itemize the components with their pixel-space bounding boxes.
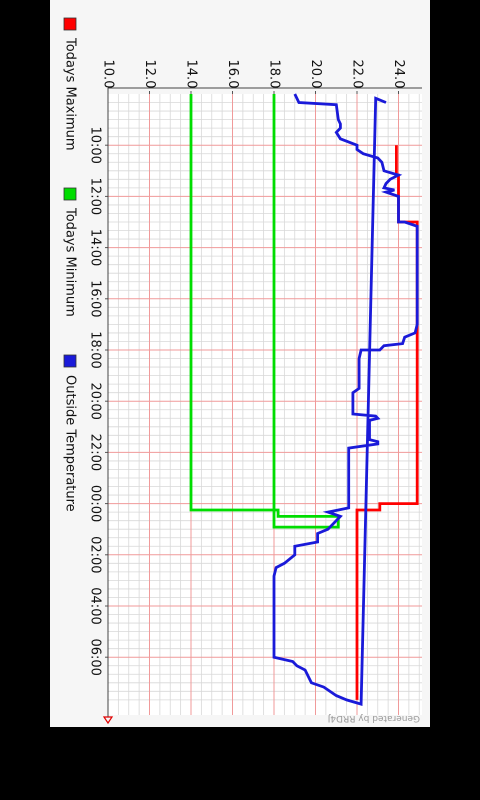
temperature-chart: 10.0 12.0 14.0 16.0 18.0 20.0 22.0 24.0 10:00 12:… <box>63 17 422 725</box>
x-tick-label: 20:00 <box>88 382 103 419</box>
legend-label: Outside Temperature <box>63 375 78 512</box>
series-line-1 <box>189 94 340 529</box>
x-tick-label: 18:00 <box>88 331 103 368</box>
x-tick-label: 16:00 <box>88 280 103 317</box>
y-tick-label: 10.0 <box>101 60 116 89</box>
series-line-2 <box>272 93 419 706</box>
x-tick-label: 22:00 <box>88 434 103 471</box>
legend-label: Todays Maximum <box>63 37 78 151</box>
x-tick-label: 10:00 <box>88 126 103 163</box>
x-tick-label: 00:00 <box>88 485 103 522</box>
y-tick-label: 12.0 <box>142 60 157 89</box>
x-tick-label: 06:00 <box>88 638 103 675</box>
y-tick-label: 20.0 <box>308 60 323 89</box>
x-tick-label: 12:00 <box>88 178 103 215</box>
legend-swatch <box>63 354 77 368</box>
x-tick-label: 04:00 <box>88 587 103 624</box>
credit-text: Generated by RRD4J <box>328 713 420 723</box>
chart-card: 10.0 12.0 14.0 16.0 18.0 20.0 22.0 24.0 10:00 12:… <box>50 0 430 727</box>
time-axis-arrow <box>102 716 114 725</box>
y-tick-label: 14.0 <box>184 60 199 89</box>
y-tick-label: 16.0 <box>225 60 240 89</box>
y-tick-label: 22.0 <box>350 60 365 89</box>
x-tick-label: 02:00 <box>88 536 103 573</box>
x-tick-label: 14:00 <box>88 229 103 266</box>
y-tick-label: 18.0 <box>267 60 282 89</box>
y-tick-label: 24.0 <box>391 60 406 89</box>
legend-swatch <box>63 17 77 31</box>
legend-label: Todays Minimum <box>63 207 78 317</box>
legend-swatch <box>63 187 77 201</box>
